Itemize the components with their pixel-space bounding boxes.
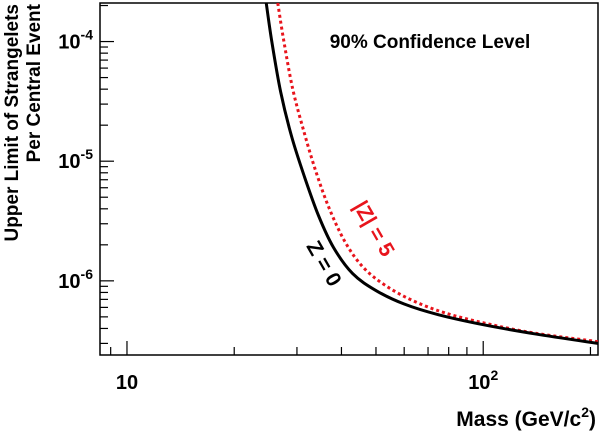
y-tick-label: 10-5 (58, 146, 93, 173)
minor-ticks (100, 4, 592, 355)
x-axis-title-main: Mass (GeV/c (456, 408, 581, 431)
y-axis-title-line-1: Upper Limit of Strangelets (2, 4, 23, 242)
tick-labels: 10 102 10-6 10-5 10-4 (58, 27, 498, 394)
y-tick-label: 10-6 (58, 266, 93, 293)
series-z0-line (264, 3, 598, 345)
x-tick-label: 10 (116, 372, 138, 394)
series-label-z5: |Z| = 5 (349, 197, 399, 261)
series-label-z0: Z = 0 (302, 237, 346, 290)
y-axis-title: Upper Limit of Strangelets Per Central E… (2, 3, 45, 241)
x-axis-title-close: ) (589, 408, 596, 431)
x-tick-label: 102 (468, 367, 498, 394)
plot-frame (99, 2, 599, 356)
y-axis-title-line-2: Per Central Event (24, 3, 45, 162)
annotation-confidence: 90% Confidence Level (330, 32, 531, 53)
y-tick-label: 10-4 (58, 27, 93, 54)
x-axis-title-sup: 2 (581, 404, 589, 420)
x-axis-title: Mass (GeV/c2) (456, 404, 596, 431)
series-z5-line (276, 3, 598, 344)
series-layer (264, 3, 598, 345)
major-ticks (100, 40, 484, 355)
